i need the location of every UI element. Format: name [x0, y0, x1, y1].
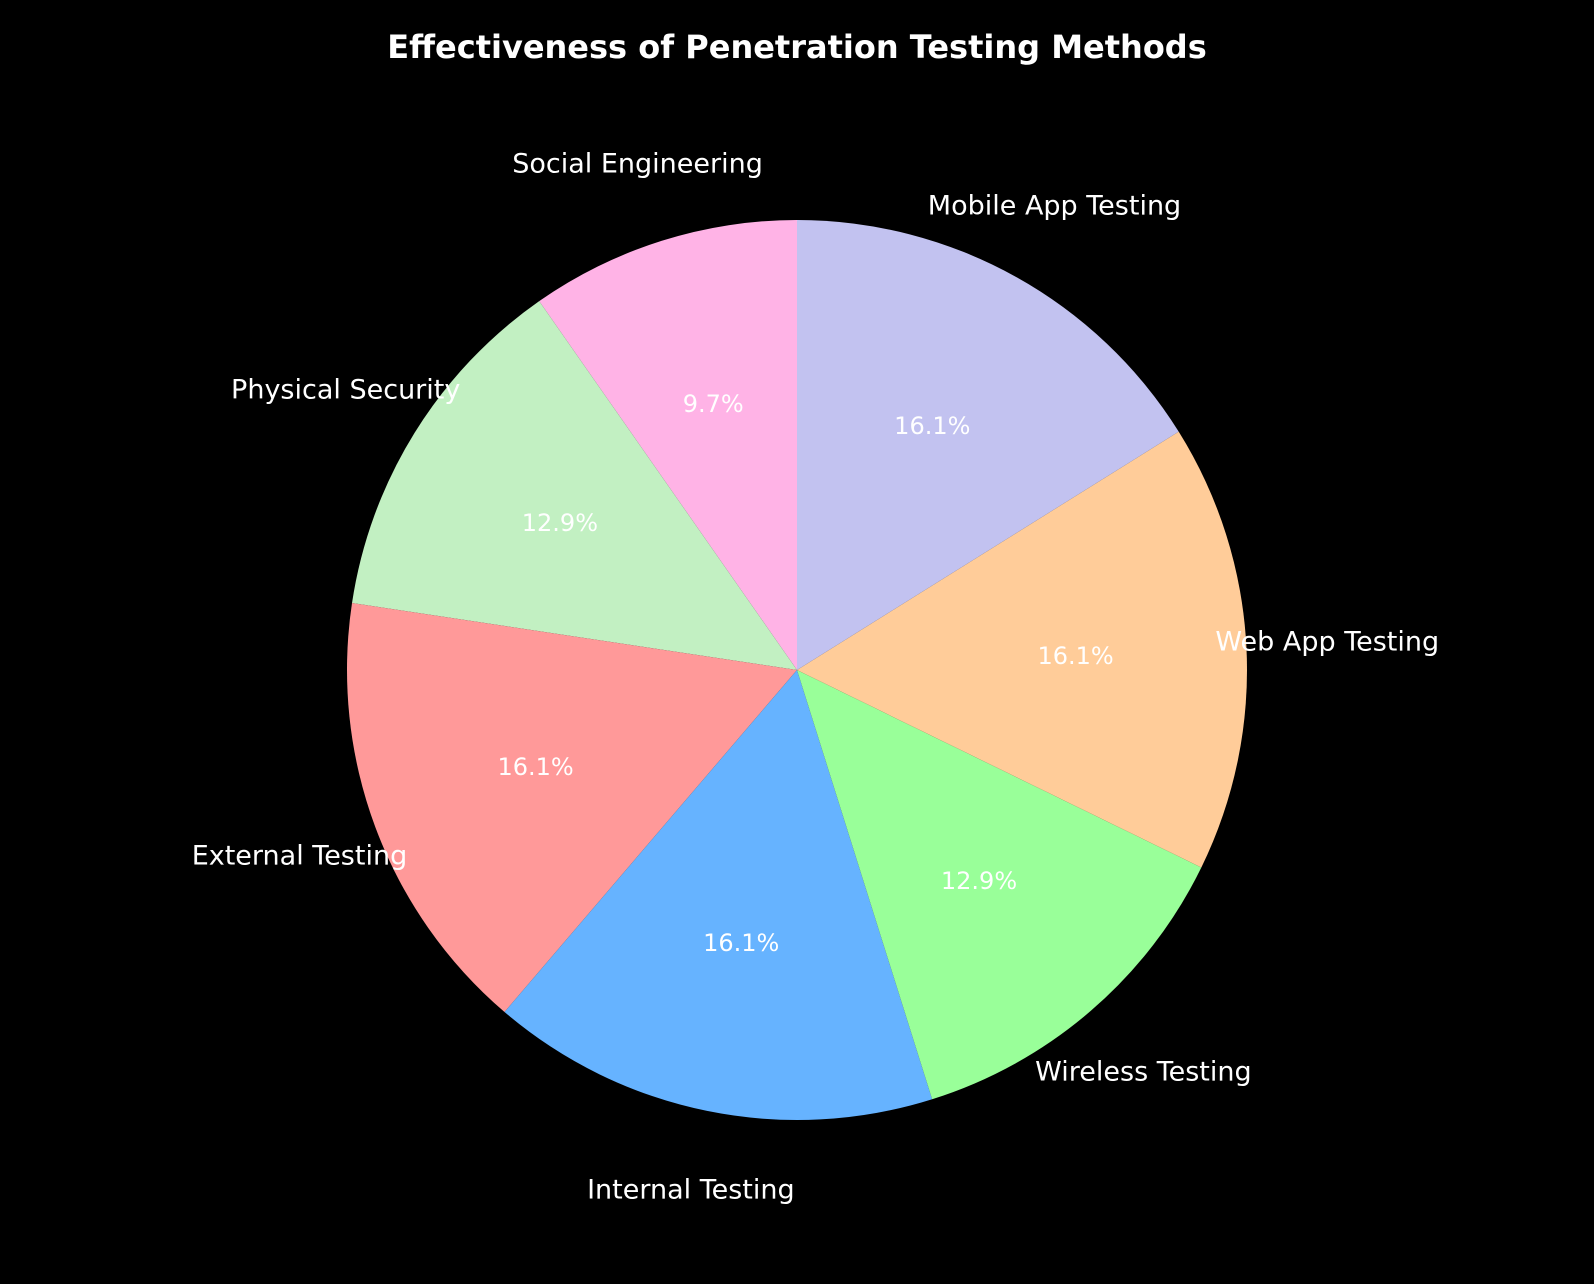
pie-pct-label: 16.1% [894, 412, 970, 440]
pie-pct-label: 9.7% [683, 390, 744, 418]
pie-slice-label: External Testing [192, 840, 408, 871]
pie-slice-label: Mobile App Testing [928, 190, 1181, 221]
pie-pct-label: 16.1% [1037, 642, 1113, 670]
pie-slice-label: Social Engineering [512, 148, 763, 179]
pie-pct-label: 16.1% [497, 753, 573, 781]
pie-pct-label: 12.9% [941, 867, 1017, 895]
pie-pct-label: 16.1% [703, 929, 779, 957]
pie-slice-label: Internal Testing [587, 1175, 795, 1206]
pie-chart-container: Effectiveness of Penetration Testing Met… [0, 0, 1594, 1284]
pie-slice-label: Wireless Testing [1035, 1057, 1251, 1088]
pie-slice-label: Physical Security [231, 375, 460, 406]
pie-pct-label: 12.9% [522, 509, 598, 537]
pie-slice-label: Web App Testing [1215, 627, 1439, 658]
